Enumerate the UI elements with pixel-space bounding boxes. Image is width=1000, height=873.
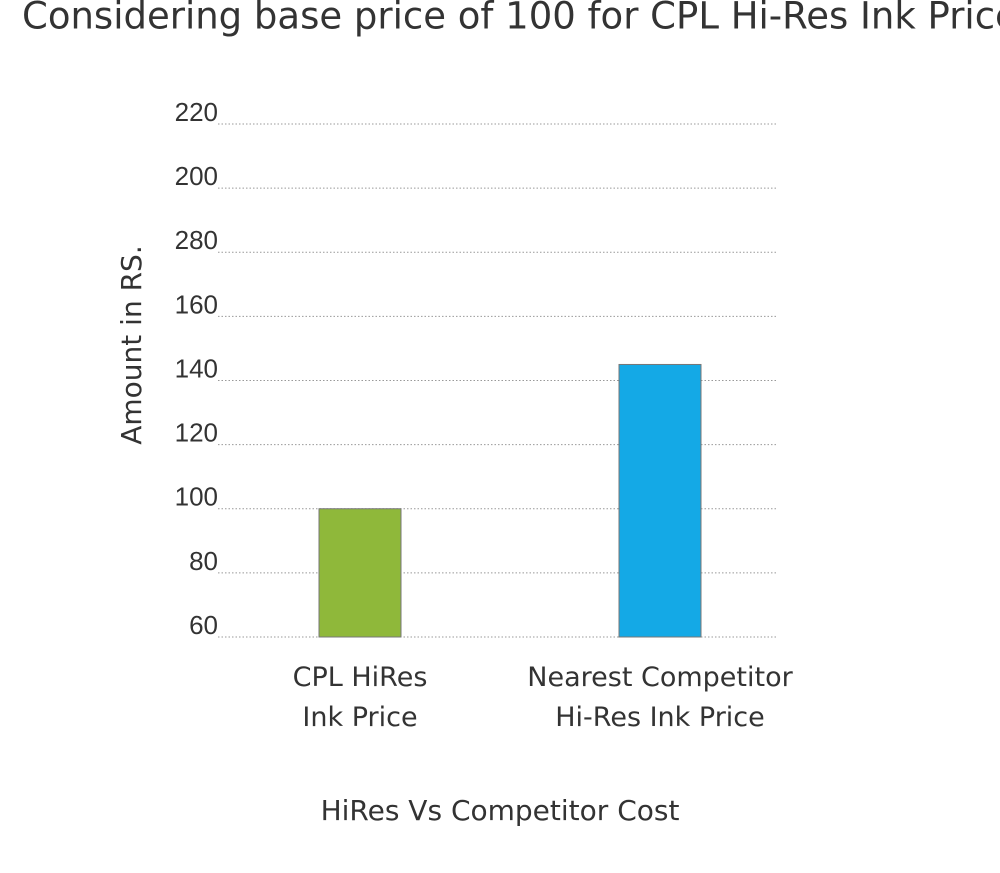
chart-title: Considering base price of 100 for CPL Hi… [22, 0, 1000, 38]
y-tick-label: 280 [175, 225, 218, 255]
y-tick-label: 140 [175, 353, 218, 383]
y-tick-label: 60 [189, 610, 218, 640]
bar [618, 363, 702, 638]
y-tick-label: 120 [175, 418, 218, 448]
x-axis-label: HiRes Vs Competitor Cost [321, 794, 680, 827]
x-tick-label: Nearest Competitor Hi-Res Ink Price [527, 662, 793, 733]
y-tick-label: 100 [175, 482, 218, 512]
y-tick-label: 220 [175, 97, 218, 127]
y-axis-label: Amount in RS. [115, 245, 148, 445]
y-tick-label: 160 [175, 289, 218, 319]
y-tick-label: 200 [175, 161, 218, 191]
y-tick-label: 80 [189, 546, 218, 576]
x-tick-label: CPL HiRes Ink Price [292, 662, 428, 733]
bar [318, 508, 402, 638]
